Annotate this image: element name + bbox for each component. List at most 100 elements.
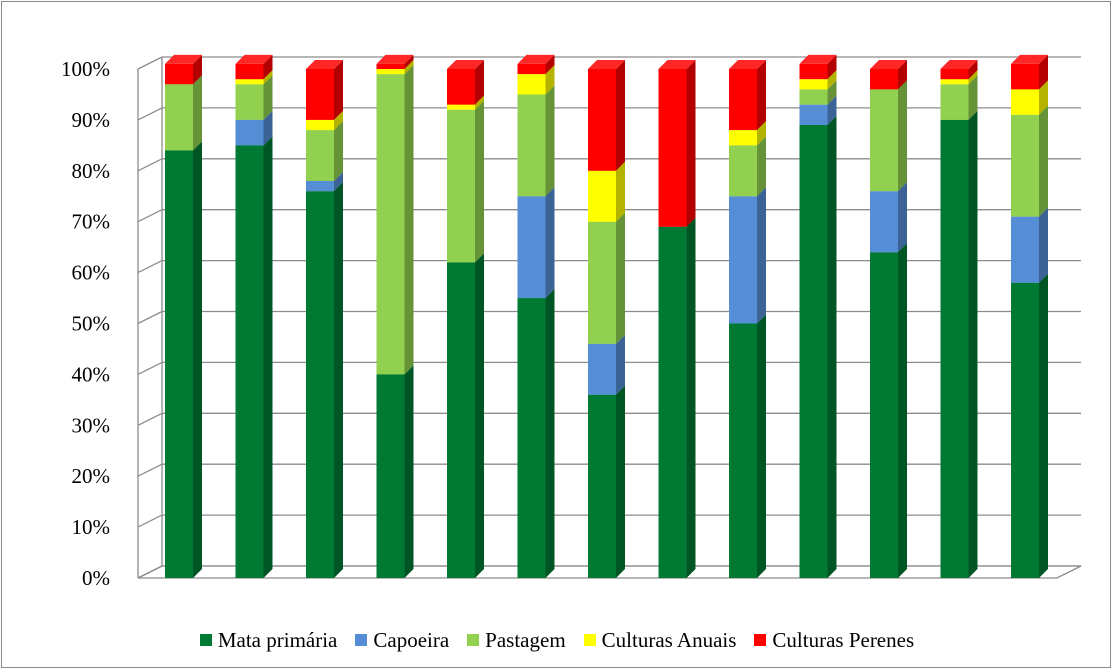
bar-segment <box>940 79 969 85</box>
bar-segment-side <box>686 217 696 579</box>
bar-segment-side <box>968 110 978 579</box>
bar-segment <box>588 69 616 171</box>
y-tick-label: 40% <box>72 362 111 386</box>
bar-segment-side <box>616 60 625 171</box>
bar-segment-top <box>165 54 202 64</box>
bar-segment-side <box>545 289 555 578</box>
bar-segment <box>1011 63 1039 90</box>
bar-segment <box>165 84 193 151</box>
y-tick-label: 70% <box>72 210 111 234</box>
legend-swatch <box>355 634 368 646</box>
y-tick-label: 30% <box>72 413 111 437</box>
bar-segment-side <box>475 100 484 263</box>
bar-segment-top <box>729 60 766 69</box>
legend-label: Culturas Anuais <box>601 627 737 652</box>
legend-label: Culturas Perenes <box>772 627 915 652</box>
bar-stack <box>1011 54 1048 578</box>
bar-stack <box>235 54 273 578</box>
bar-segment <box>447 104 475 110</box>
bar-segment <box>729 196 757 324</box>
bar-stack <box>517 54 555 578</box>
bar-segment-side <box>404 54 414 69</box>
bar-segment-side <box>1039 54 1048 90</box>
bar-segment <box>306 69 334 120</box>
bar-segment <box>517 63 546 75</box>
bar-segment-side <box>475 95 484 110</box>
bar-segment <box>376 69 405 75</box>
bar-stack <box>165 54 202 578</box>
bar-segment-side <box>898 80 907 192</box>
y-tick-label: 100% <box>61 57 110 81</box>
bar-stack <box>799 54 837 579</box>
bar-segment-side <box>1039 207 1048 283</box>
grid-line-side <box>137 209 163 223</box>
bar-segment-top <box>658 60 696 69</box>
bar-segment <box>940 69 969 80</box>
bar-segment-side <box>475 60 484 105</box>
bar-segment-top <box>376 54 414 64</box>
bar-segment <box>447 262 475 578</box>
bar-segment-top <box>940 60 978 69</box>
bar-segment <box>1011 114 1039 217</box>
bar-segment-side <box>404 60 414 75</box>
bar-segment <box>799 89 828 105</box>
bar-segment-side <box>404 65 414 375</box>
bar-stack <box>940 60 978 579</box>
legend-item: Capoeira <box>355 628 449 653</box>
bar-segment-side <box>827 115 837 579</box>
bars <box>165 54 1048 579</box>
bar-segment <box>658 69 687 227</box>
bar-segment <box>306 119 334 131</box>
bar-segment <box>517 196 546 299</box>
bar-stack <box>447 60 484 579</box>
bar-stack <box>870 60 907 579</box>
bar-stack <box>588 60 625 578</box>
bar-segment-side <box>757 121 766 146</box>
bar-segment-side <box>827 70 837 90</box>
bar-segment <box>940 84 969 120</box>
bar-stack <box>376 54 414 578</box>
bar-segment-side <box>193 75 202 151</box>
bar-segment-side <box>545 54 555 75</box>
grid-line-side <box>137 107 163 121</box>
grid-line-side <box>137 56 163 70</box>
legend-swatch <box>754 634 767 646</box>
bar-segment <box>376 74 405 375</box>
y-tick-label: 60% <box>72 261 111 285</box>
grid-line-side <box>137 260 163 274</box>
y-tick-label: 10% <box>72 515 111 539</box>
bar-segment <box>165 63 193 85</box>
bar-segment <box>235 119 264 146</box>
grid-line-side <box>137 463 163 477</box>
bar-segment-side <box>263 110 273 146</box>
bar-segment <box>799 63 828 80</box>
bar-segment <box>376 63 405 69</box>
bar-segment-side <box>334 171 343 192</box>
bar-segment-side <box>263 136 273 578</box>
bar-segment <box>165 150 193 578</box>
bar-segment <box>729 69 757 131</box>
bar-segment <box>1011 282 1039 578</box>
bar-segment <box>517 94 546 197</box>
bar-segment-side <box>827 54 837 80</box>
bar-segment <box>870 89 898 192</box>
bar-segment-side <box>404 365 414 578</box>
y-tick-label: 90% <box>72 108 111 132</box>
bar-segment-side <box>757 136 766 197</box>
bar-segment-side <box>334 60 343 120</box>
bar-segment-side <box>1039 273 1048 578</box>
bar-stack <box>729 60 766 578</box>
bar-segment-side <box>263 54 273 80</box>
bar-segment <box>376 374 405 578</box>
y-tick-label: 50% <box>72 312 111 336</box>
bar-segment-side <box>334 110 343 131</box>
bar-segment-side <box>545 187 555 299</box>
bar-segment-side <box>616 212 625 344</box>
bar-segment-side <box>263 75 273 120</box>
bar-segment <box>517 74 546 95</box>
bar-segment <box>447 109 475 263</box>
bar-segment-top <box>447 60 484 69</box>
bar-segment-side <box>686 60 696 227</box>
bar-segment-side <box>545 85 555 197</box>
